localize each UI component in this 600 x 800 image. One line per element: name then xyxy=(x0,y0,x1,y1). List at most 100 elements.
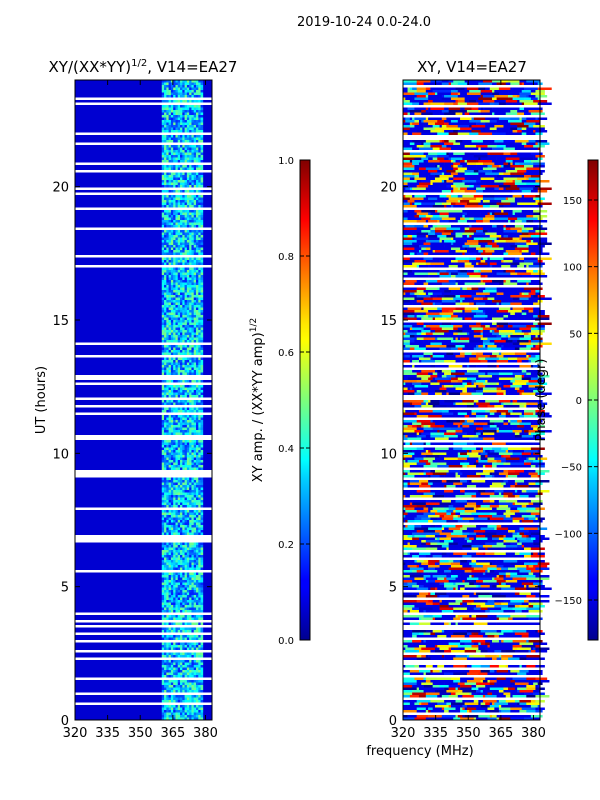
heat-cell xyxy=(191,705,195,708)
heat-cell xyxy=(177,360,181,363)
heat-cell xyxy=(198,347,201,350)
heat-cell xyxy=(164,697,167,700)
heat-cell xyxy=(175,415,179,418)
heat-cell xyxy=(494,577,504,580)
heat-cell xyxy=(177,322,181,325)
heat-cell xyxy=(168,160,172,163)
heat-cell xyxy=(200,315,204,318)
heat-cell xyxy=(505,677,513,680)
heat-cell xyxy=(196,622,199,625)
heat-cell xyxy=(480,705,488,708)
heat-cell xyxy=(173,252,176,255)
heat-cell xyxy=(189,190,192,193)
heat-cell xyxy=(200,607,204,610)
heat-cell xyxy=(164,492,167,495)
heat-cell xyxy=(177,660,181,663)
heat-cell xyxy=(175,425,179,428)
heat-cell xyxy=(182,555,185,558)
heat-cell xyxy=(198,530,201,533)
heat-cell xyxy=(196,340,199,343)
heat-cell xyxy=(168,460,172,463)
heat-cell xyxy=(180,527,183,530)
heat-cell xyxy=(175,512,179,515)
heat-cell xyxy=(182,532,185,535)
heat-cell xyxy=(161,272,165,275)
heat-cell xyxy=(444,630,459,633)
heat-cell xyxy=(189,317,192,320)
heat-cell xyxy=(526,672,539,675)
heat-cell xyxy=(177,82,181,85)
heat-cell xyxy=(182,200,185,203)
heat-cell xyxy=(198,455,201,458)
heat-cell xyxy=(505,695,511,698)
heat-cell xyxy=(164,300,167,303)
heat-cell xyxy=(191,680,195,683)
heat-cell xyxy=(196,715,199,718)
heat-cell xyxy=(186,417,190,420)
heat-cell xyxy=(170,110,174,113)
heat-cell xyxy=(489,570,495,573)
heat-row xyxy=(75,675,212,678)
heat-cell xyxy=(533,717,541,720)
heat-cell xyxy=(196,672,199,675)
heat-cell xyxy=(196,687,199,690)
heat-cell xyxy=(182,190,185,193)
heat-cell xyxy=(168,340,172,343)
heat-cell xyxy=(186,250,190,253)
heat-cell xyxy=(198,302,201,305)
heat-cell xyxy=(437,695,440,698)
heat-cell xyxy=(200,602,204,605)
heat-cell xyxy=(437,707,443,710)
heat-cell xyxy=(180,500,183,503)
heat-cell xyxy=(403,665,406,668)
heat-cell xyxy=(170,345,174,348)
heat-cell xyxy=(180,157,183,160)
heat-cell xyxy=(186,110,190,113)
heat-cell xyxy=(161,205,165,208)
heat-cell xyxy=(170,407,174,410)
heat-cell xyxy=(184,545,188,548)
heat-cell xyxy=(166,410,169,413)
heat-cell xyxy=(166,287,169,290)
heat-cell xyxy=(496,575,500,578)
heat-cell xyxy=(184,357,188,360)
heat-cell xyxy=(161,330,165,333)
heat-row xyxy=(75,635,212,638)
heat-cell xyxy=(480,680,484,683)
heat-cell xyxy=(177,352,181,355)
heat-cell xyxy=(196,160,199,163)
heat-cell xyxy=(469,595,479,598)
heat-cell xyxy=(528,605,534,608)
heat-cell xyxy=(175,590,179,593)
heat-cell xyxy=(186,160,190,163)
heat-cell xyxy=(198,512,201,515)
heat-cell xyxy=(168,502,172,505)
heat-cell xyxy=(164,320,167,323)
heat-cell xyxy=(403,682,417,685)
heat-row xyxy=(75,495,212,498)
heat-cell xyxy=(180,505,183,508)
heat-cell xyxy=(164,182,167,185)
heat-cell xyxy=(200,680,204,683)
heat-cell xyxy=(469,710,472,713)
heat-cell xyxy=(200,302,204,305)
heat-cell xyxy=(170,237,174,240)
heat-cell xyxy=(453,657,468,660)
heat-cell xyxy=(170,290,174,293)
heat-cell xyxy=(198,315,201,318)
heat-cell xyxy=(423,570,438,573)
heat-cell xyxy=(177,672,181,675)
heat-cell xyxy=(166,300,169,303)
heat-cell xyxy=(175,117,179,120)
heat-cell xyxy=(177,675,181,678)
heat-cell xyxy=(186,522,190,525)
heat-cell xyxy=(193,410,197,413)
heat-cell xyxy=(403,567,411,570)
heat-cell xyxy=(173,590,176,593)
heat-cell xyxy=(175,307,179,310)
heat-cell xyxy=(191,525,195,528)
heat-cell xyxy=(189,695,192,698)
heat-cell xyxy=(173,420,176,423)
right-panel-title: XY, V14=EA27 xyxy=(417,58,527,76)
heat-cell xyxy=(193,332,197,335)
